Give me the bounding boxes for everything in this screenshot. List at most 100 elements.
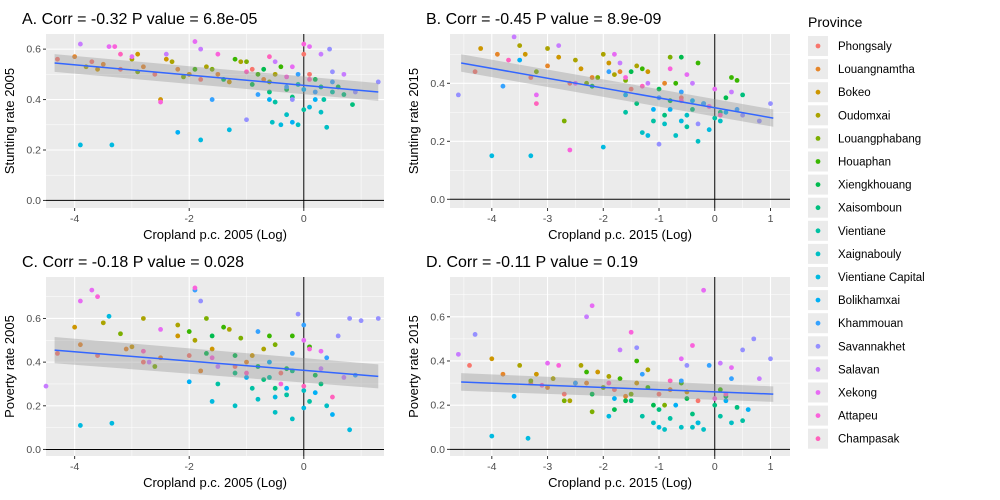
data-point	[600, 144, 606, 150]
data-point	[192, 66, 198, 72]
data-point	[729, 75, 734, 80]
data-point	[318, 51, 324, 57]
data-point	[209, 333, 215, 339]
data-point	[341, 71, 347, 77]
legend-label: Houaphan	[838, 157, 891, 169]
data-point	[684, 362, 690, 368]
data-point	[249, 385, 255, 391]
data-point	[522, 51, 528, 57]
data-point	[267, 97, 272, 102]
data-point	[186, 379, 192, 385]
data-point	[573, 57, 578, 63]
y-tick-label: 0.4	[430, 355, 445, 367]
data-point	[198, 298, 204, 304]
data-point	[324, 355, 330, 361]
data-point	[175, 66, 181, 72]
data-point	[556, 54, 562, 60]
data-point	[678, 54, 684, 60]
data-point	[673, 80, 679, 86]
data-point	[517, 362, 523, 368]
legend-item: Khammouan	[808, 313, 903, 334]
data-point	[289, 97, 295, 102]
legend-item: Xaisomboun	[808, 197, 902, 218]
data-point	[330, 79, 335, 85]
data-point	[690, 98, 695, 104]
data-point	[295, 311, 301, 317]
data-point	[628, 398, 634, 404]
data-point	[751, 336, 757, 342]
fit-line	[461, 381, 774, 395]
x-tick-label: 0	[301, 461, 307, 473]
data-point	[284, 84, 290, 90]
legend-item: Bolikhamxai	[808, 290, 900, 311]
data-point	[472, 69, 478, 75]
data-point	[734, 78, 740, 83]
panel-background	[450, 34, 790, 208]
data-point	[232, 353, 238, 358]
data-point	[656, 86, 662, 92]
data-point	[656, 391, 662, 397]
data-point	[284, 392, 290, 398]
legend-label: Xaisomboun	[838, 203, 902, 215]
data-point	[695, 121, 701, 127]
data-point	[158, 99, 163, 105]
legend-key	[815, 89, 821, 95]
legend-item: Salavan	[808, 359, 880, 380]
data-point	[584, 314, 589, 320]
data-point	[545, 385, 550, 390]
y-tick-label: 0.0	[430, 444, 445, 456]
data-point	[578, 362, 584, 368]
data-point	[511, 393, 517, 399]
data-point	[307, 76, 312, 82]
data-point	[301, 383, 307, 389]
data-point	[295, 122, 301, 128]
data-point	[606, 69, 612, 75]
data-point	[690, 343, 695, 348]
data-point	[455, 92, 461, 98]
data-point	[656, 407, 662, 412]
y-tick-label: 0.6	[26, 44, 41, 56]
data-point	[628, 69, 634, 75]
data-point	[706, 127, 712, 133]
data-point	[284, 112, 290, 118]
data-point	[301, 107, 307, 113]
legend-key	[815, 159, 821, 164]
x-tick-label: 1	[768, 461, 774, 473]
data-point	[645, 69, 651, 75]
data-point	[278, 370, 284, 376]
data-point	[289, 119, 295, 125]
data-point	[678, 89, 684, 95]
legend-label: Louangphabang	[838, 133, 921, 145]
data-point	[221, 324, 226, 330]
data-point	[77, 142, 83, 148]
data-point	[261, 66, 267, 72]
data-point	[72, 54, 78, 60]
data-point	[249, 82, 255, 87]
x-axis-title: Cropland p.c. 2005 (Log)	[143, 227, 287, 242]
data-point	[261, 76, 267, 82]
x-axis-title: Cropland p.c. 2005 (Log)	[143, 475, 287, 490]
data-point	[701, 287, 707, 293]
fit-line	[54, 62, 379, 93]
data-point	[330, 412, 335, 417]
data-point	[135, 51, 141, 57]
data-point	[756, 118, 762, 124]
legend-key	[815, 228, 821, 234]
data-point	[768, 101, 773, 106]
data-point	[186, 329, 192, 334]
x-tick-label: -2	[185, 213, 194, 225]
data-point	[667, 66, 673, 72]
data-point	[255, 396, 261, 402]
data-point	[301, 388, 307, 393]
legend-label: Phongsaly	[838, 41, 892, 53]
data-point	[289, 351, 295, 356]
data-point	[330, 394, 335, 400]
data-point	[667, 54, 673, 60]
legend-label: Xiengkhouang	[838, 180, 912, 192]
data-point	[215, 51, 221, 57]
data-point	[684, 124, 690, 130]
data-point	[639, 371, 645, 377]
data-point	[347, 316, 353, 321]
data-point	[678, 118, 684, 124]
data-point	[312, 76, 318, 82]
